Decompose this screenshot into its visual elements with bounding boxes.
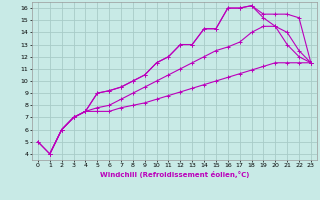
X-axis label: Windchill (Refroidissement éolien,°C): Windchill (Refroidissement éolien,°C) [100,171,249,178]
